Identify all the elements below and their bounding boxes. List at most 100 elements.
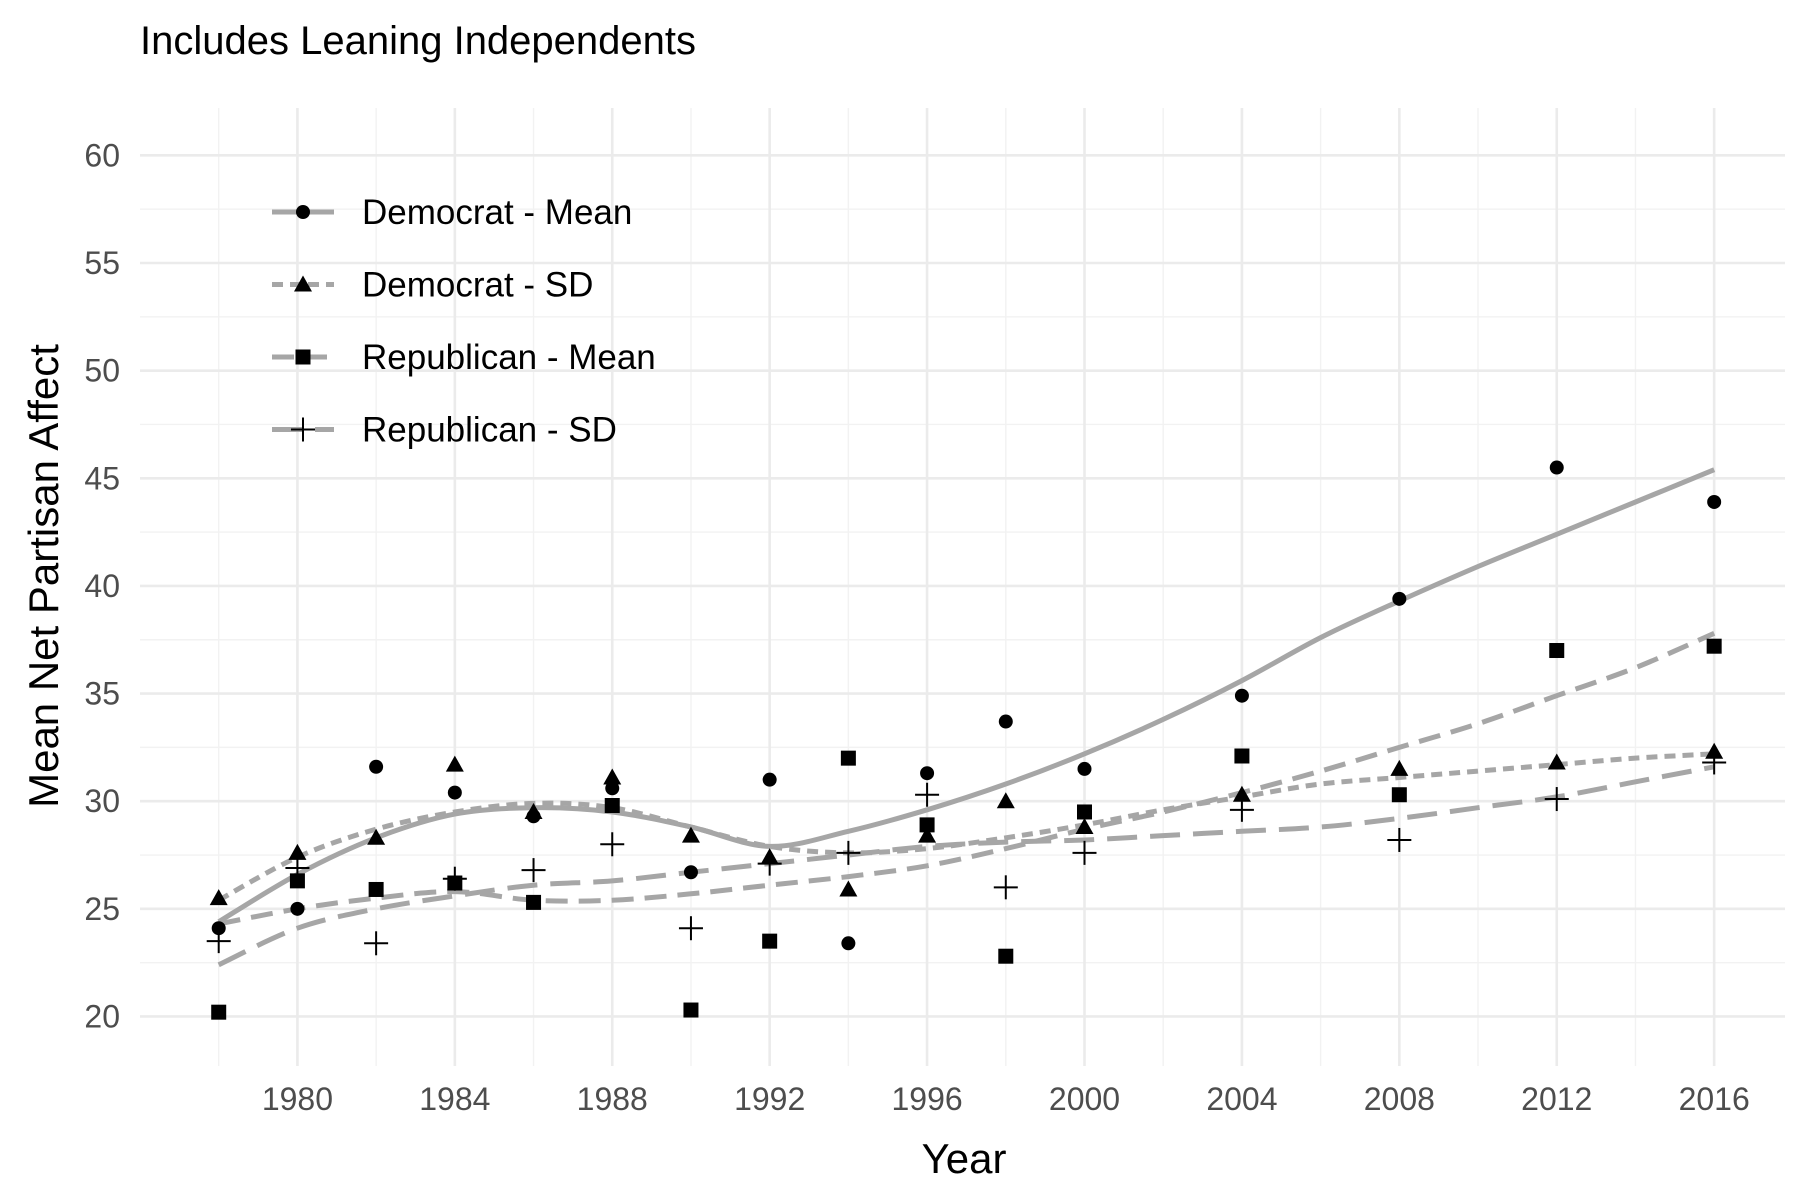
y-axis-title: Mean Net Partisan Affect (20, 344, 67, 808)
point-democrat-mean (998, 714, 1013, 729)
trend-line-republican-sd (217, 764, 1715, 968)
point-republican-sd (1702, 750, 1727, 775)
point-republican-mean (368, 881, 384, 897)
point-democrat-mean (605, 781, 620, 796)
point-democrat-sd (603, 768, 622, 785)
point-republican-mean (1234, 748, 1250, 764)
x-tick-label: 1984 (419, 1081, 490, 1117)
point-democrat-sd (1390, 759, 1409, 776)
legend-key-marker (291, 417, 315, 442)
point-republican-sd (521, 858, 546, 883)
point-republican-mean (1391, 787, 1407, 803)
trend-line-republican-mean (218, 631, 1716, 927)
legend-label: Democrat - Mean (362, 193, 632, 232)
point-democrat-sd (524, 802, 543, 819)
x-tick-label: 1980 (262, 1081, 333, 1117)
point-democrat-mean (1549, 460, 1564, 475)
point-republican-sd (993, 875, 1018, 900)
legend-label: Republican - Mean (362, 338, 656, 377)
point-republican-mean (762, 933, 778, 949)
point-democrat-mean (920, 766, 935, 781)
point-republican-mean (683, 1002, 699, 1018)
x-tick-label: 1996 (891, 1081, 962, 1117)
y-tick-label: 20 (84, 998, 120, 1034)
point-republican-sd (678, 916, 703, 941)
point-democrat-mean (1077, 761, 1092, 776)
point-republican-sd (1072, 840, 1097, 865)
legend-key-marker (295, 349, 311, 365)
y-tick-label: 55 (84, 245, 120, 281)
point-republican-mean (526, 894, 542, 910)
point-republican-sd (442, 866, 467, 891)
y-tick-label: 50 (84, 353, 120, 389)
point-republican-mean (1706, 638, 1722, 654)
point-democrat-sd (209, 889, 228, 906)
x-tick-label: 1988 (577, 1081, 648, 1117)
point-democrat-mean (369, 759, 384, 774)
point-republican-mean (919, 817, 935, 833)
x-tick-label: 2004 (1206, 1081, 1277, 1117)
legend: Democrat - Mean Democrat - SD Republican -… (272, 193, 656, 450)
point-democrat-mean (1707, 494, 1722, 509)
data-points (206, 460, 1727, 1020)
point-democrat-mean (841, 936, 856, 951)
point-republican-sd (836, 840, 861, 865)
legend-item-republican-mean: Republican - Mean (272, 338, 656, 377)
y-tick-label: 45 (84, 460, 120, 496)
legend-item-democrat-mean: Democrat - Mean (272, 193, 632, 232)
x-tick-label: 2012 (1521, 1081, 1592, 1117)
point-democrat-sd (918, 826, 937, 843)
point-democrat-sd (996, 792, 1015, 809)
point-republican-sd (206, 929, 231, 954)
point-democrat-mean (290, 901, 305, 916)
point-democrat-mean (211, 921, 226, 936)
point-democrat-mean (1234, 688, 1249, 703)
x-axis-title: Year (922, 1135, 1007, 1182)
point-republican-sd (1229, 797, 1254, 822)
point-republican-sd (600, 832, 625, 857)
point-democrat-sd (1075, 818, 1094, 835)
legend-label: Democrat - SD (362, 266, 593, 305)
point-republican-sd (1544, 787, 1569, 812)
trend-lines (217, 467, 1716, 968)
point-republican-sd (1387, 827, 1412, 852)
point-republican-mean (604, 798, 620, 814)
point-republican-mean (289, 873, 305, 889)
point-democrat-sd (1547, 753, 1566, 770)
grid (140, 108, 1785, 1066)
point-republican-mean (840, 750, 856, 766)
point-republican-mean (998, 948, 1014, 964)
y-tick-label: 25 (84, 891, 120, 927)
point-democrat-mean (447, 785, 462, 800)
trend-line-democrat-mean (217, 467, 1716, 924)
x-tick-label: 2000 (1049, 1081, 1120, 1117)
point-democrat-sd (839, 880, 858, 897)
point-democrat-mean (1392, 591, 1407, 606)
x-tick-label: 2016 (1679, 1081, 1750, 1117)
chart-title: Includes Leaning Independents (140, 19, 696, 63)
point-republican-mean (211, 1004, 227, 1020)
x-tick-label: 1992 (734, 1081, 805, 1117)
point-republican-mean (1549, 643, 1565, 659)
legend-key-marker (294, 275, 312, 292)
y-tick-label: 60 (84, 137, 120, 173)
point-democrat-sd (445, 755, 464, 772)
y-tick-label: 35 (84, 676, 120, 712)
y-tick-label: 40 (84, 568, 120, 604)
x-tick-label: 2008 (1364, 1081, 1435, 1117)
point-republican-mean (1076, 804, 1092, 820)
legend-label: Republican - SD (362, 411, 617, 450)
y-tick-label: 30 (84, 783, 120, 819)
legend-item-democrat-sd: Democrat - SD (272, 266, 593, 305)
point-republican-sd (757, 851, 782, 876)
legend-item-republican-sd: Republican - SD (272, 411, 617, 450)
point-democrat-mean (683, 865, 698, 880)
point-democrat-sd (288, 843, 307, 860)
point-democrat-sd (367, 828, 386, 845)
point-republican-sd (915, 782, 940, 807)
point-democrat-sd (1232, 785, 1251, 802)
point-democrat-sd (681, 826, 700, 843)
point-democrat-mean (762, 772, 777, 787)
point-republican-sd (285, 855, 310, 880)
